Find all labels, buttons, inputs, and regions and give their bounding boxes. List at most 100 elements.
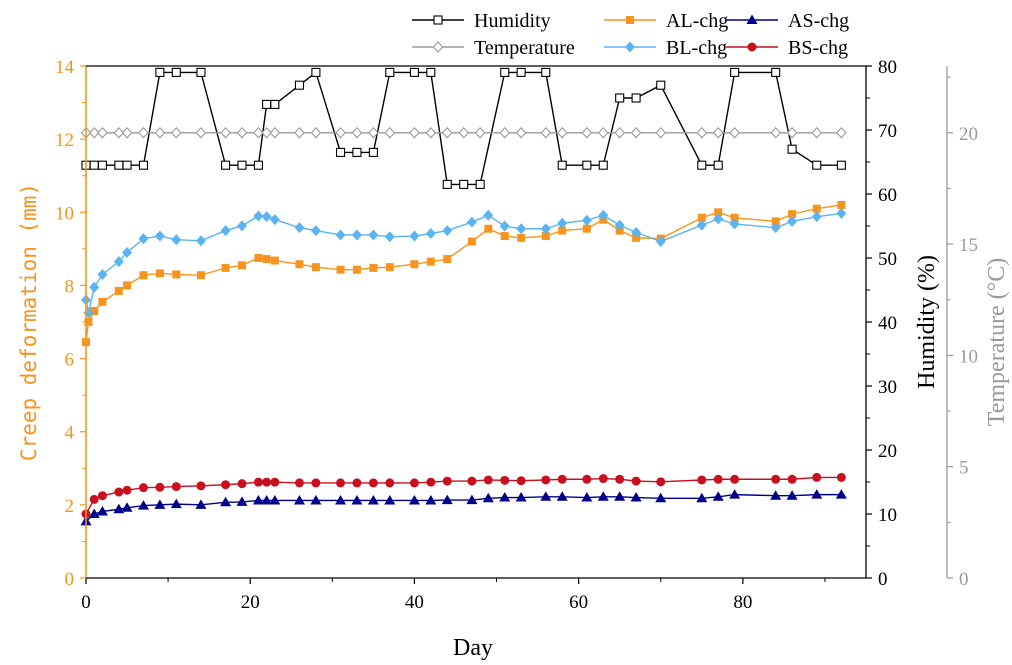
legend: Humidity AL-chg AS-chg Temperature BL-chg BS-… [412,10,849,59]
data-point-as-chg [293,494,305,505]
data-point-bl-chg [113,256,124,268]
data-point-humidity [812,160,822,170]
data-point-humidity [237,160,247,170]
data-point-al-chg [484,224,493,233]
data-point-temperature [770,126,781,139]
data-point-bl-chg [138,233,149,245]
data-point-al-chg [221,263,230,272]
data-point-bs-chg [409,478,419,488]
data-point-as-chg [630,492,642,502]
data-point-bl-chg [154,230,165,242]
data-point-al-chg [262,255,271,264]
data-point-temperature [581,126,593,139]
data-point-as-chg [408,494,420,505]
data-point-humidity [541,67,551,77]
data-point-bs-chg [114,487,124,497]
data-point-humidity [500,67,510,77]
data-point-al-chg [352,265,361,274]
data-point-as-chg [655,492,667,503]
data-point-bs-chg [516,476,526,486]
data-point-humidity [155,67,165,77]
data-point-humidity [262,99,272,109]
data-point-bs-chg [426,477,436,487]
data-point-as-chg [712,491,724,501]
series-bs-chg [81,472,846,519]
data-point-bs-chg [352,478,362,488]
data-point-bl-chg [368,229,379,241]
humidity-tick-label: 0 [878,569,888,590]
data-point-temperature [425,126,437,139]
data-point-bl-chg [237,220,247,232]
data-point-al-chg [172,270,181,279]
data-point-temperature [310,126,322,139]
data-point-temperature [171,126,182,139]
data-point-al-chg [295,260,304,269]
data-point-al-chg [467,237,476,246]
data-point-al-chg [426,257,435,266]
data-point-bl-chg [351,229,362,241]
data-point-temperature [515,126,527,139]
data-point-humidity [335,147,346,157]
data-point-temperature [351,126,363,139]
legend-marker-temperature [432,41,444,53]
data-point-bl-chg [425,227,436,239]
data-point-bl-chg [713,213,724,225]
legend-label-bl-chg: BL-chg [666,37,727,59]
data-point-temperature [121,126,133,139]
data-point-al-chg [771,217,780,226]
data-point-temperature [598,126,609,139]
legend-item-temperature: Temperature [412,37,575,59]
data-point-humidity [97,160,107,170]
x-tick-label: 60 [569,592,588,613]
left-y-tick-label: 2 [65,496,75,517]
data-point-humidity [171,67,181,77]
data-point-temperature [540,126,552,139]
data-point-humidity [656,80,666,90]
data-point-al-chg [443,255,452,264]
data-point-al-chg [582,224,591,233]
data-point-as-chg [261,494,273,505]
data-point-bs-chg [138,483,148,493]
data-point-as-chg [367,494,379,505]
data-point-temperature [368,126,379,139]
temperature-tick-label: 15 [959,235,978,256]
data-point-bs-chg [787,474,797,484]
data-point-bl-chg [483,209,494,221]
temperature-axis-title: Temperature (°C) [984,258,1010,427]
data-point-humidity [196,67,206,77]
data-point-as-chg [515,492,527,502]
data-point-humidity [270,99,280,109]
x-tick-label: 40 [405,592,424,613]
data-point-bs-chg [483,475,493,485]
data-point-as-chg [154,499,166,509]
data-point-al-chg [254,254,263,262]
humidity-tick-label: 60 [878,185,897,206]
left-y-tick-label: 14 [55,57,75,78]
data-point-bl-chg [294,222,305,234]
humidity-tick-label: 20 [878,441,897,462]
data-point-bs-chg [615,474,625,484]
data-point-bl-chg [516,223,527,235]
data-point-temperature [138,126,149,139]
data-point-as-chg [384,494,396,505]
data-point-bl-chg [442,225,453,237]
data-point-humidity [615,93,625,103]
data-point-al-chg [336,265,345,274]
data-point-temperature [712,126,724,139]
data-point-bl-chg [122,247,133,259]
data-point-bl-chg [655,236,666,248]
data-point-al-chg [697,213,706,222]
legend-label-al-chg: AL-chg [666,10,728,32]
data-point-as-chg [195,499,207,509]
data-point-humidity [409,67,419,77]
data-point-as-chg [466,494,478,505]
legend-item-al-chg: AL-chg [604,10,728,32]
legend-item-humidity: Humidity [412,10,551,32]
data-point-temperature [269,126,281,139]
data-point-bl-chg [540,223,551,235]
data-point-al-chg [714,208,723,217]
data-point-bl-chg [220,225,231,237]
data-point-humidity [771,67,781,77]
data-point-bl-chg [787,215,798,227]
data-point-humidity [836,160,846,170]
